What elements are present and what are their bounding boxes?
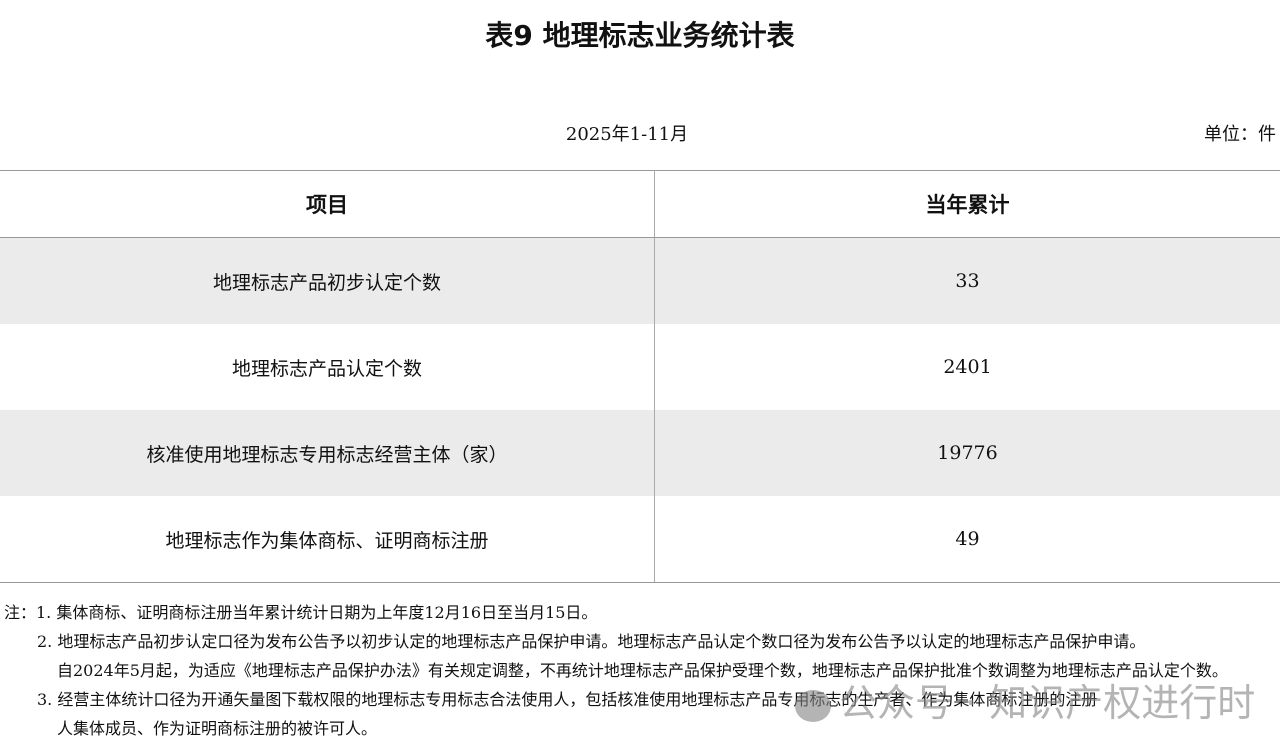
period: 2025年1-11月 — [565, 124, 689, 145]
row-item: 地理标志产品认定个数 — [0, 324, 655, 410]
row-value: 33 — [654, 237, 1280, 324]
watermark-text: 公众号 · 知识产权进行时 — [839, 681, 1256, 725]
row-item: 地理标志产品初步认定个数 — [0, 237, 655, 324]
table-row: 地理标志产品初步认定个数 33 — [0, 237, 1280, 324]
statistics-table: 项目 当年累计 地理标志产品初步认定个数 33 地理标志产品认定个数 2401 … — [0, 170, 1280, 583]
column-header-item: 项目 — [0, 170, 655, 238]
row-value: 19776 — [654, 410, 1280, 496]
note-line: 3. 经营主体统计口径为开通矢量图下载权限的地理标志专用标志合法使用人，包括核准… — [37, 690, 1098, 709]
watermark: 公众号 · 知识产权进行时 — [795, 672, 1255, 727]
wechat-icon — [795, 689, 831, 722]
notes: 注：1. 集体商标、证明商标注册当年累计统计日期为上年度12月16日至当月15日… — [4, 598, 1228, 743]
note-line: 2. 地理标志产品初步认定口径为发布公告予以初步认定的地理标志产品保护申请。地理… — [37, 632, 1146, 651]
note-line: 自2024年5月起，为适应《地理标志产品保护办法》有关规定调整，不再统计地理标志… — [57, 661, 1228, 680]
unit-label: 单位：件 — [1204, 124, 1276, 145]
note-line: 注：1. 集体商标、证明商标注册当年累计统计日期为上年度12月16日至当月15日… — [4, 603, 598, 622]
table-row: 地理标志作为集体商标、证明商标注册 49 — [0, 496, 1280, 583]
table-header-row: 项目 当年累计 — [0, 170, 1280, 238]
column-header-cumulative: 当年累计 — [654, 170, 1280, 238]
row-item: 核准使用地理标志专用标志经营主体（家） — [0, 410, 655, 496]
row-value: 2401 — [943, 356, 992, 378]
page-title: 表9 地理标志业务统计表 — [485, 19, 795, 52]
row-value: 49 — [654, 496, 1280, 583]
note-line: 人集体成员、作为证明商标注册的被许可人。 — [57, 719, 378, 738]
table-row: 核准使用地理标志专用标志经营主体（家） 19776 — [0, 410, 1280, 496]
table-row: 地理标志产品认定个数 2401 — [0, 324, 1280, 410]
row-item: 地理标志作为集体商标、证明商标注册 — [0, 496, 655, 583]
